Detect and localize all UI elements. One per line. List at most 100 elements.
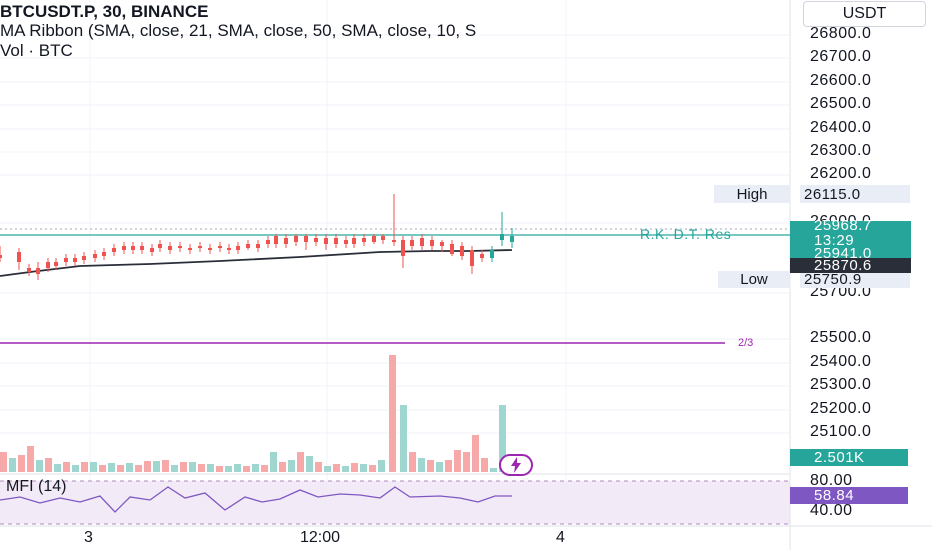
candle-body <box>284 238 288 244</box>
price-tick: 25200.0 <box>810 400 872 417</box>
candle-body <box>510 236 514 242</box>
candle-body <box>362 238 366 242</box>
time-tick: 12:00 <box>300 529 341 546</box>
candle-body <box>150 248 154 252</box>
volume-bar <box>389 355 396 472</box>
volume-bar <box>427 460 434 472</box>
symbol-legend[interactable]: BTCUSDT.P, 30, BINANCE <box>0 2 209 21</box>
candle-body <box>102 252 106 256</box>
volume-bar <box>499 405 506 472</box>
candle-body <box>460 246 464 256</box>
volume-bar <box>117 465 124 472</box>
price-tick: 26500.0 <box>810 95 872 112</box>
candle-body <box>246 244 250 248</box>
volume-bar <box>270 452 277 472</box>
candle-body <box>500 234 504 240</box>
candle-body <box>324 238 328 244</box>
price-tick: 25300.0 <box>810 376 872 393</box>
candle-body <box>54 262 58 266</box>
candle-body <box>73 258 77 262</box>
volume-bar <box>463 452 470 472</box>
candles <box>0 194 514 280</box>
volume-bar <box>108 463 115 472</box>
candle-body <box>0 255 2 258</box>
candle-body <box>440 242 444 246</box>
ma-price-tag-dark: 25870.6 <box>790 257 911 274</box>
candle-body <box>17 252 21 262</box>
volume-bar <box>342 466 349 472</box>
candle-body <box>430 240 434 246</box>
volume-bar <box>81 462 88 472</box>
volume-legend[interactable]: Vol · BTC <box>0 41 73 60</box>
volume-bar <box>189 462 196 472</box>
time-tick: 3 <box>84 529 93 546</box>
volume-bar <box>409 452 416 472</box>
volume-bar <box>18 455 25 472</box>
candle-body <box>420 238 424 246</box>
price-tick: 26700.0 <box>810 48 872 65</box>
volume-bar <box>297 452 304 472</box>
candle-body <box>82 256 86 260</box>
mfi-legend[interactable]: MFI (14) <box>6 478 67 495</box>
price-tick: 25400.0 <box>810 353 872 370</box>
volume-bar <box>9 458 16 472</box>
volume-bar <box>207 464 214 472</box>
currency-button[interactable]: USDT <box>803 1 926 27</box>
price-tick: 26600.0 <box>810 72 872 89</box>
volume-bar <box>436 462 443 472</box>
current-price-tag: 25968.7 13:29 <box>790 217 911 249</box>
candle-body <box>140 246 144 250</box>
mfi-band <box>0 481 790 524</box>
volume-bar <box>72 465 79 472</box>
bar-countdown: 13:29 <box>814 232 855 249</box>
flash-button[interactable] <box>499 454 533 476</box>
candle-body <box>334 238 338 244</box>
volume-bar <box>0 452 7 472</box>
volume-bar <box>306 456 313 472</box>
candle-body <box>46 262 50 268</box>
candle-body <box>178 246 182 248</box>
volume-bar <box>400 405 407 472</box>
candle-body <box>450 244 454 254</box>
candle-body <box>36 268 40 274</box>
high-label: High <box>714 185 790 203</box>
candle-body <box>188 248 192 250</box>
volume-bar <box>279 462 286 472</box>
current-price-value: 25968.7 <box>814 217 872 234</box>
price-tick: 26800.0 <box>810 25 872 42</box>
candle-body <box>480 254 484 258</box>
volume-bar <box>162 460 169 472</box>
candle-body <box>112 248 116 252</box>
volume-bar <box>288 460 295 472</box>
ma-ribbon-legend[interactable]: MA Ribbon (SMA, close, 21, SMA, close, 5… <box>0 21 477 40</box>
candle-body <box>294 236 298 242</box>
time-tick: 4 <box>556 529 565 546</box>
candle-body <box>266 240 270 244</box>
mfi-value-tag: 58.84 <box>790 487 908 504</box>
candle-body <box>410 240 414 246</box>
high-price-tag: 26115.0 <box>800 185 910 203</box>
volume-bar <box>243 466 250 472</box>
volume-bar <box>315 462 322 472</box>
volume-bar <box>369 465 376 472</box>
candle-body <box>158 244 162 248</box>
mfi-line <box>0 486 512 513</box>
candle-body <box>218 246 222 248</box>
candle-body <box>392 240 396 242</box>
candle-body <box>314 238 318 242</box>
candle-body <box>122 246 126 250</box>
ma-ribbon-line <box>0 249 513 277</box>
volume-bar <box>99 465 106 472</box>
volume-bar <box>490 468 497 472</box>
volume-bar <box>333 464 340 472</box>
ma-price-tag: 25941.0 <box>790 245 911 262</box>
volume-bar <box>54 464 61 472</box>
candle-body <box>256 244 260 248</box>
candle-body <box>344 240 348 244</box>
candle-body <box>401 240 405 256</box>
resistance-label: R.K. D.T. Res <box>640 226 732 242</box>
price-tick: 25500.0 <box>810 329 872 346</box>
volume-bar <box>324 466 331 472</box>
